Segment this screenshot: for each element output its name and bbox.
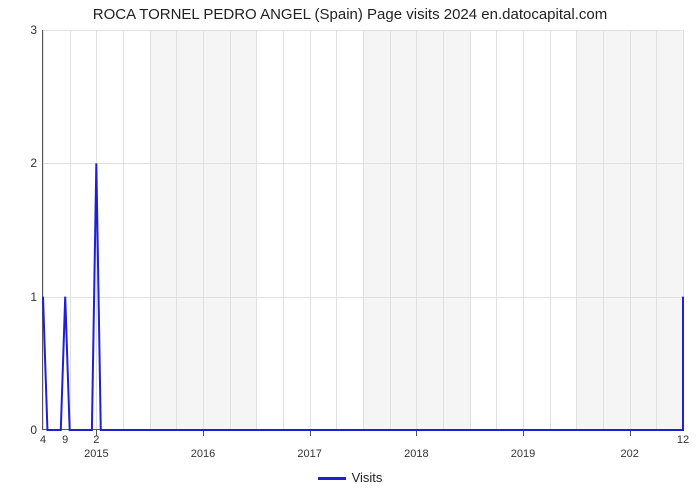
- y-tick-label: 2: [21, 156, 37, 170]
- y-tick-label: 3: [21, 23, 37, 37]
- legend-swatch: [318, 477, 346, 480]
- y-tick-label: 1: [21, 290, 37, 304]
- y-tick-label: 0: [21, 423, 37, 437]
- visits-chart: ROCA TORNEL PEDRO ANGEL (Spain) Page vis…: [0, 0, 700, 500]
- visits-line: [43, 30, 683, 430]
- plot-area: 20152016201720182019202012349212: [42, 30, 682, 430]
- x-year-label: 2017: [297, 448, 321, 460]
- x-minor-label: 12: [677, 434, 689, 446]
- chart-legend: Visits: [0, 470, 700, 485]
- x-year-label: 2015: [84, 448, 108, 460]
- x-year-label: 2016: [191, 448, 215, 460]
- x-year-label: 2019: [511, 448, 535, 460]
- legend-label: Visits: [352, 470, 383, 485]
- x-minor-label: 4: [40, 434, 46, 446]
- x-year-label: 2018: [404, 448, 428, 460]
- x-year-label: 202: [620, 448, 638, 460]
- chart-title: ROCA TORNEL PEDRO ANGEL (Spain) Page vis…: [0, 6, 700, 23]
- x-minor-label: 9: [62, 434, 68, 446]
- x-minor-label: 2: [93, 434, 99, 446]
